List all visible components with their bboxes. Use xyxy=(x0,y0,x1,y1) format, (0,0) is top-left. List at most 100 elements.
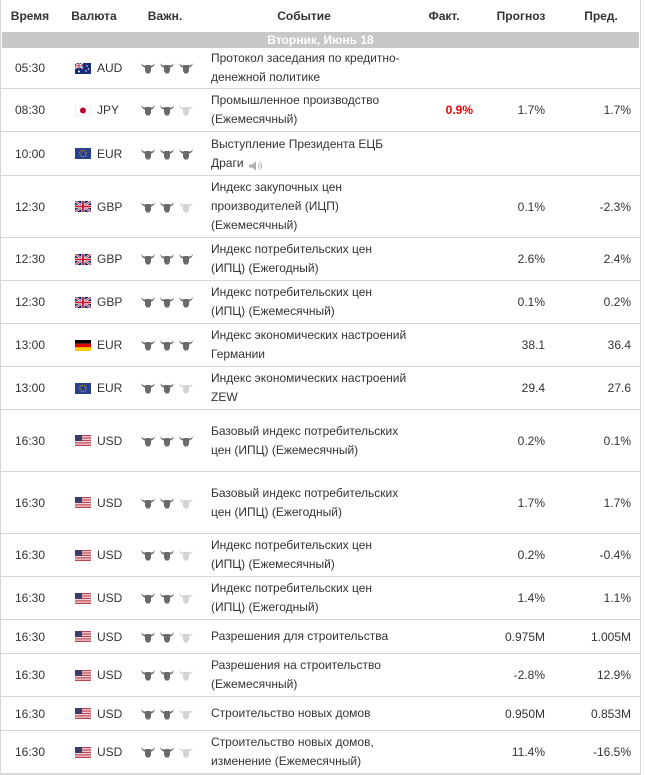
importance-bull-icon xyxy=(141,669,155,681)
event-name[interactable]: Индекс потребительских цен (ИПЦ) (Ежегод… xyxy=(211,242,373,275)
event-name[interactable]: Индекс потребительских цен (ИПЦ) (Ежемес… xyxy=(211,538,373,571)
event-forecast: 1.7% xyxy=(517,103,545,117)
header-importance[interactable]: Важн. xyxy=(147,9,183,23)
table-row[interactable]: 08:30 JPY Промышленное производство (Ежеме… xyxy=(1,89,640,132)
event-currency: USD xyxy=(59,668,129,682)
table-row[interactable]: 16:30 USD Базовый индекс потребительских ц… xyxy=(1,410,640,472)
table-row[interactable]: 10:00 EUR Выступление Президента ЕЦБ Драги xyxy=(1,132,640,176)
currency-code: EUR xyxy=(97,146,123,161)
event-previous: -0.4% xyxy=(599,548,631,562)
event-name-cell[interactable]: Индекс потребительских цен (ИПЦ) (Ежемес… xyxy=(201,283,407,321)
importance-bull-icon xyxy=(141,296,155,308)
table-row[interactable]: 16:30 USD Разрешения для строительства 0.97… xyxy=(1,620,640,654)
header-previous[interactable]: Пред. xyxy=(584,9,618,23)
event-name-cell[interactable]: Индекс потребительских цен (ИПЦ) (Ежегод… xyxy=(201,579,407,617)
event-time: 12:30 xyxy=(14,199,46,214)
event-name[interactable]: Выступление Президента ЕЦБ Драги xyxy=(211,136,384,170)
event-time: 16:30 xyxy=(14,706,46,721)
event-name[interactable]: Индекс потребительских цен (ИПЦ) (Ежегод… xyxy=(211,581,373,614)
event-name-cell[interactable]: Разрешения для строительства xyxy=(201,627,407,646)
event-currency: USD xyxy=(59,745,129,759)
event-previous: 1.1% xyxy=(603,591,631,605)
event-name-cell[interactable]: Выступление Президента ЕЦБ Драги xyxy=(201,135,407,173)
event-importance xyxy=(129,746,201,758)
table-row[interactable]: 12:30 GBP Индекс потребительских цен (ИПЦ)… xyxy=(1,281,640,324)
importance-bull-icon xyxy=(160,296,174,308)
event-name[interactable]: Базовый индекс потребительских цен (ИПЦ)… xyxy=(211,485,399,519)
event-name-cell[interactable]: Протокол заседания по кредитно-денежной … xyxy=(201,49,407,87)
header-event[interactable]: Событие xyxy=(277,9,331,23)
table-row[interactable]: 13:00 EUR Индекс экономических настроений … xyxy=(1,367,640,410)
table-row[interactable]: 16:30 USD Индекс потребительских цен (ИПЦ)… xyxy=(1,534,640,577)
event-name-cell[interactable]: Базовый индекс потребительских цен (ИПЦ)… xyxy=(201,484,407,522)
currency-code: USD xyxy=(97,591,123,605)
header-currency[interactable]: Валюта xyxy=(71,9,117,23)
event-time: 16:30 xyxy=(14,591,46,605)
event-name[interactable]: Индекс экономических настроений ZEW xyxy=(211,371,407,404)
header-forecast[interactable]: Прогноз xyxy=(496,9,546,23)
event-importance xyxy=(129,104,201,116)
header-time[interactable]: Время xyxy=(10,9,50,23)
importance-bull-icon xyxy=(160,708,174,720)
day-separator: Вторник, Июнь 18 xyxy=(2,32,639,48)
importance-bull-icon xyxy=(160,435,174,447)
event-name[interactable]: Индекс экономических настроений Германии xyxy=(211,328,407,361)
event-name-cell[interactable]: Индекс закупочных цен производителей (ИЦ… xyxy=(201,178,407,235)
event-importance xyxy=(129,296,201,308)
event-name-cell[interactable]: Базовый индекс потребительских цен (ИПЦ)… xyxy=(201,422,407,460)
event-name[interactable]: Строительство новых домов, изменение (Еж… xyxy=(211,735,374,768)
table-row[interactable]: 16:30 USD Базовый индекс потребительских ц… xyxy=(1,472,640,534)
table-row[interactable]: 16:30 USD Разрешения на строительство (Еже… xyxy=(1,654,640,697)
event-name-cell[interactable]: Индекс экономических настроений Германии xyxy=(201,326,407,364)
importance-bull-icon xyxy=(160,631,174,643)
event-name[interactable]: Протокол заседания по кредитно-денежной … xyxy=(211,51,400,84)
importance-bull-icon xyxy=(141,104,155,116)
table-row[interactable]: 16:30 USD Строительство новых домов 0.950M 0… xyxy=(1,697,640,731)
event-forecast: 0.1% xyxy=(517,295,545,309)
table-row[interactable]: 16:30 USD Строительство новых домов, измен… xyxy=(1,731,640,774)
currency-code: EUR xyxy=(97,338,123,352)
event-name[interactable]: Индекс закупочных цен производителей (ИЦ… xyxy=(211,180,342,232)
flag-us-icon xyxy=(75,435,91,446)
event-importance xyxy=(129,592,201,604)
event-importance xyxy=(129,253,201,265)
event-name-cell[interactable]: Строительство новых домов, изменение (Еж… xyxy=(201,733,407,771)
table-row[interactable]: 13:00 EUR Индекс экономических настроений … xyxy=(1,324,640,367)
currency-code: JPY xyxy=(97,103,120,117)
table-row[interactable]: 05:30 AUD Протокол заседания по кредитно-д… xyxy=(1,48,640,89)
event-name-cell[interactable]: Индекс потребительских цен (ИПЦ) (Ежегод… xyxy=(201,240,407,278)
event-importance xyxy=(129,62,201,74)
event-name[interactable]: Разрешения для строительства xyxy=(211,629,389,643)
table-row[interactable]: 16:30 USD Индекс потребительских цен (ИПЦ)… xyxy=(1,577,640,620)
event-forecast: 0.1% xyxy=(517,199,545,214)
event-time: 16:30 xyxy=(14,668,46,682)
event-importance xyxy=(129,631,201,643)
importance-bull-icon xyxy=(179,592,193,604)
table-row[interactable]: 12:30 GBP Индекс закупочных цен производит… xyxy=(1,176,640,238)
event-name-cell[interactable]: Индекс экономических настроений ZEW xyxy=(201,369,407,407)
event-name[interactable]: Строительство новых домов xyxy=(211,706,371,720)
table-row[interactable]: 12:30 GBP Индекс потребительских цен (ИПЦ)… xyxy=(1,238,640,281)
event-name-cell[interactable]: Промышленное производство (Ежемесячный) xyxy=(201,91,407,129)
event-importance xyxy=(129,669,201,681)
event-name[interactable]: Базовый индекс потребительских цен (ИПЦ)… xyxy=(211,423,399,457)
event-name[interactable]: Индекс потребительских цен (ИПЦ) (Ежемес… xyxy=(211,285,373,318)
event-importance xyxy=(129,497,201,509)
event-name[interactable]: Промышленное производство (Ежемесячный) xyxy=(211,93,380,126)
flag-de-icon xyxy=(75,339,91,351)
event-forecast: -2.8% xyxy=(513,668,545,682)
event-name-cell[interactable]: Разрешения на строительство (Ежемесячный… xyxy=(201,656,407,694)
event-importance xyxy=(129,708,201,720)
currency-code: USD xyxy=(97,706,123,721)
currency-code: GBP xyxy=(97,199,123,214)
event-currency: USD xyxy=(59,434,129,448)
event-currency: GBP xyxy=(59,200,129,214)
header-actual[interactable]: Факт. xyxy=(428,9,460,23)
importance-bull-icon xyxy=(160,549,174,561)
event-time: 16:30 xyxy=(14,629,46,644)
event-name-cell[interactable]: Строительство новых домов xyxy=(201,704,407,723)
currency-code: AUD xyxy=(97,61,123,75)
event-name-cell[interactable]: Индекс потребительских цен (ИПЦ) (Ежемес… xyxy=(201,536,407,574)
event-name[interactable]: Разрешения на строительство (Ежемесячный… xyxy=(211,658,381,691)
importance-bull-icon xyxy=(179,296,193,308)
